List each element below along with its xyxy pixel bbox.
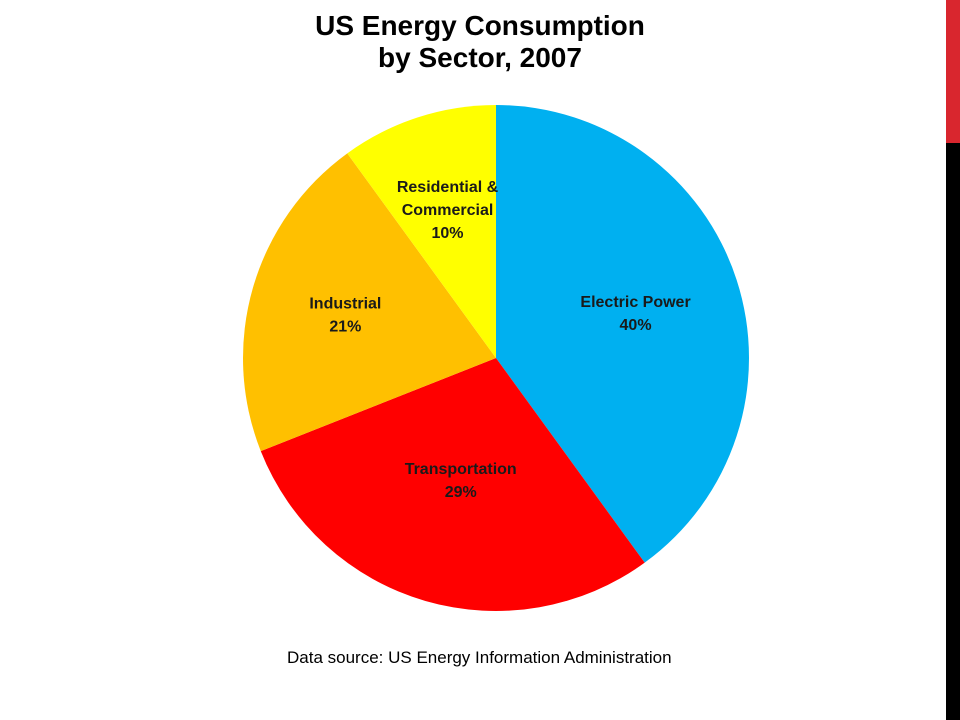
pie-slices xyxy=(242,105,749,611)
pie-slice-label-line: Residential & xyxy=(397,179,499,196)
pie-slice-label-line: 29% xyxy=(445,484,477,501)
chart-title-line-2: by Sector, 2007 xyxy=(378,42,582,73)
pie-slice-label-line: 40% xyxy=(620,317,652,334)
pie-slice-label: Industrial 21% xyxy=(309,296,381,336)
pie-slice-label-line: Transportation xyxy=(405,461,517,478)
pie-slice-label: Electric Power 40% xyxy=(580,294,690,334)
pie-slice-label-line: Electric Power xyxy=(580,294,690,311)
pie-slice-label-line: Commercial xyxy=(402,202,494,219)
pie-slice-label: Transportation 29% xyxy=(405,461,517,501)
pie-slice xyxy=(496,105,749,563)
slide-edge-accent xyxy=(946,0,960,143)
pie-slice-label-line: 10% xyxy=(432,225,464,242)
pie-slice-label-line: Industrial xyxy=(309,296,381,313)
pie-slice xyxy=(260,358,645,611)
data-source-note: Data source: US Energy Information Admin… xyxy=(287,648,672,667)
pie-slice xyxy=(242,153,496,452)
chart-title: US Energy Consumption by Sector, 2007 xyxy=(180,10,780,74)
pie-labels: Electric Power 40% Transportation 29% Indust… xyxy=(309,179,690,501)
pie-slice-label-line: 21% xyxy=(329,319,361,336)
pie-slice xyxy=(347,105,496,358)
pie-slice-label: Residential & Commercial 10% xyxy=(397,179,499,242)
chart-title-line-1: US Energy Consumption xyxy=(315,10,645,41)
slide-edge-bar xyxy=(946,0,960,720)
